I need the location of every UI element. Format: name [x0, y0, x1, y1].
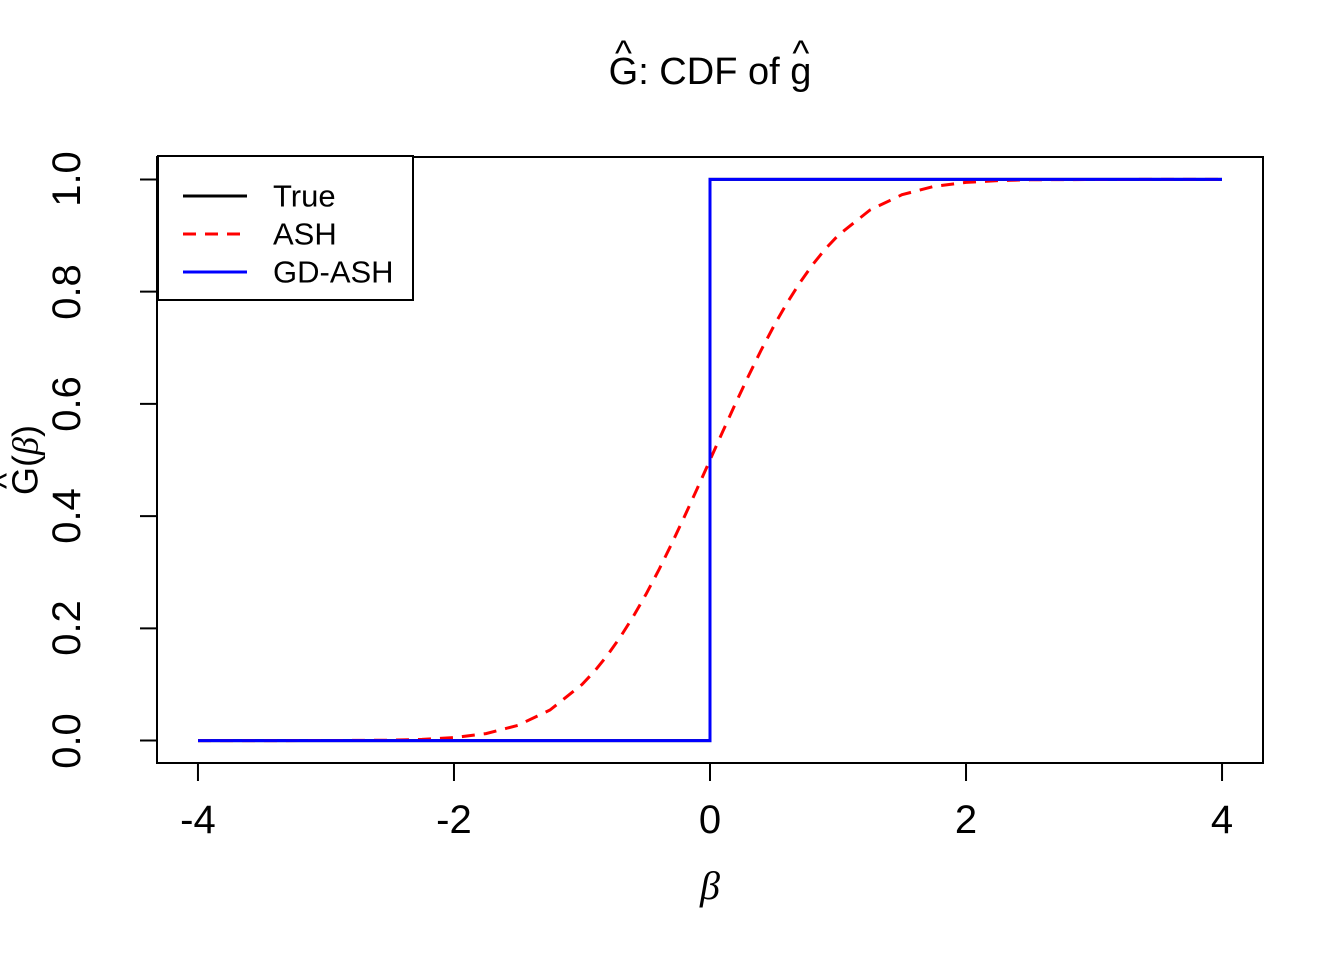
chart-title: ^ G: CDF of ^ g [608, 35, 812, 94]
x-tick-label: 4 [1210, 798, 1234, 842]
x-tick-label: 0 [698, 798, 722, 842]
hat-accent: ^ [0, 473, 26, 489]
hat-accent: ^ [792, 32, 810, 74]
x-axis-label: β [700, 863, 720, 908]
g-hat-upper: ^G [608, 35, 639, 94]
g-hat-lower: ^ g [790, 35, 812, 94]
g-hat-upper: ^G [0, 467, 46, 495]
series-gd-ash-line [198, 177, 1222, 743]
y-axis-label: ^G(β) [0, 425, 47, 495]
x-tick-label: -4 [180, 798, 216, 842]
legend-box [157, 155, 414, 301]
y-tick-label: 1.0 [45, 151, 89, 208]
ylabel-beta: β [5, 437, 46, 455]
ylabel-paren-close: ) [4, 425, 46, 438]
x-tick-label: -2 [436, 798, 472, 842]
ylabel-paren-open: ( [4, 454, 46, 467]
y-tick-label: 0.2 [45, 600, 89, 657]
y-tick-label: 0.0 [45, 712, 89, 769]
y-tick-label: 0.4 [45, 488, 89, 544]
title-tail: g [790, 51, 812, 93]
x-tick-label: 2 [954, 798, 978, 842]
title-lead: G [608, 51, 639, 93]
series-ash-line [198, 177, 1222, 743]
legend-label-true: True [273, 178, 336, 214]
legend-label-gd-ash: GD-ASH [273, 254, 394, 290]
title-mid: : CDF of [638, 51, 791, 93]
legend-label-ash: ASH [273, 216, 337, 252]
y-tick-label: 0.8 [45, 263, 89, 320]
hat-accent: ^ [614, 32, 632, 74]
y-tick-label: 0.6 [45, 376, 89, 432]
